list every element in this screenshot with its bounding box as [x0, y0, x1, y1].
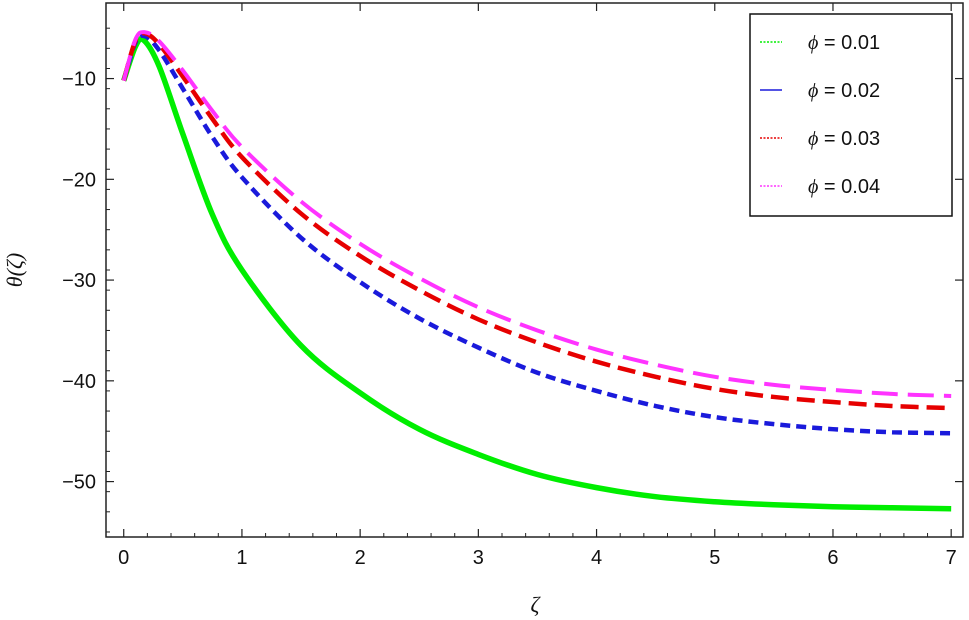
- legend-box: [749, 13, 953, 217]
- legend-value: = 0.02: [818, 80, 880, 102]
- x-tick-label: 0: [118, 547, 129, 569]
- series-lines: [121, 30, 952, 512]
- legend-label-2: ϕ = 0.02: [808, 80, 880, 102]
- legend-value: = 0.01: [818, 32, 880, 54]
- y-tick-label: −20: [62, 169, 96, 191]
- y-tick-label: −50: [62, 472, 96, 494]
- y-tick-label: −40: [62, 371, 96, 393]
- x-tick-label: 7: [946, 547, 957, 569]
- x-axis-ticks: 0 1 2 3 4 5 6 7: [118, 3, 957, 569]
- y-tick-label: −10: [62, 69, 96, 91]
- legend: ϕ = 0.01ϕ = 0.02ϕ = 0.03ϕ = 0.04: [749, 13, 953, 217]
- legend-symbol: ϕ: [808, 32, 818, 54]
- series-line-2: [121, 33, 952, 436]
- x-tick-label: 1: [236, 547, 247, 569]
- legend-label-1: ϕ = 0.01: [808, 32, 880, 54]
- y-tick-label: −30: [62, 270, 96, 292]
- x-tick-label: 5: [709, 547, 720, 569]
- legend-value: = 0.04: [818, 176, 880, 198]
- x-tick-label: 2: [355, 547, 366, 569]
- series-line-4: [121, 30, 952, 398]
- y-axis-ticks: −10 −20 −30 −40 −50: [62, 27, 963, 533]
- x-tick-label: 6: [827, 547, 838, 569]
- legend-symbol: ϕ: [808, 80, 818, 102]
- legend-symbol: ϕ: [808, 176, 818, 198]
- x-axis-title: ζ: [531, 592, 542, 617]
- legend-label-4: ϕ = 0.04: [808, 176, 880, 198]
- series-line-1: [121, 36, 952, 512]
- legend-label-3: ϕ = 0.03: [808, 128, 880, 150]
- x-tick-label: 4: [591, 547, 602, 569]
- series-line-3: [121, 30, 952, 411]
- legend-symbol: ϕ: [808, 128, 818, 150]
- legend-value: = 0.03: [818, 128, 880, 150]
- x-tick-label: 3: [473, 547, 484, 569]
- y-axis-title: θ(ζ): [2, 253, 27, 287]
